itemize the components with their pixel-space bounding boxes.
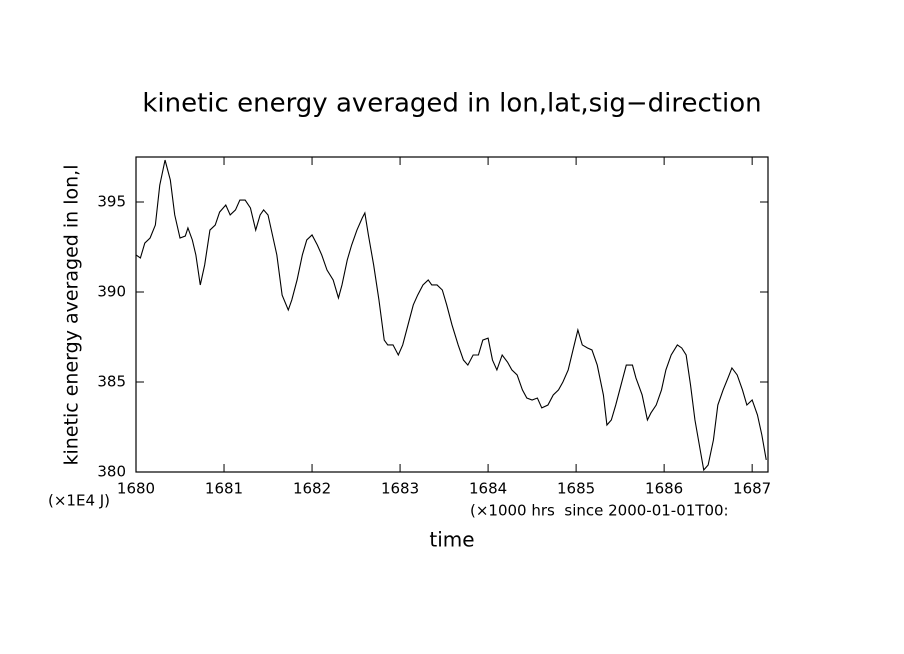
data-line bbox=[135, 159, 767, 472]
plot-frame bbox=[135, 156, 769, 473]
x-units: (×1000 hrs since 2000-01-01T00: bbox=[470, 502, 729, 520]
x-tick-label: 1684 bbox=[469, 480, 507, 498]
y-tick-label: 385 bbox=[97, 373, 126, 391]
x-tick-label: 1686 bbox=[645, 480, 683, 498]
x-tick-label: 1687 bbox=[733, 480, 771, 498]
x-tick-label: 1683 bbox=[381, 480, 419, 498]
x-tick-label: 1685 bbox=[557, 480, 595, 498]
y-tick-label: 380 bbox=[97, 463, 126, 481]
y-axis-label: kinetic energy averaged in lon,l bbox=[61, 165, 83, 466]
y-units: (×1E4 J) bbox=[48, 492, 110, 510]
x-tick-label: 1680 bbox=[117, 480, 155, 498]
x-tick-label: 1682 bbox=[293, 480, 331, 498]
x-axis-label: time bbox=[429, 528, 474, 552]
x-tick-label: 1681 bbox=[205, 480, 243, 498]
y-tick-label: 395 bbox=[97, 193, 126, 211]
y-tick-label: 390 bbox=[97, 283, 126, 301]
chart-title: kinetic energy averaged in lon,lat,sig−d… bbox=[142, 89, 761, 119]
